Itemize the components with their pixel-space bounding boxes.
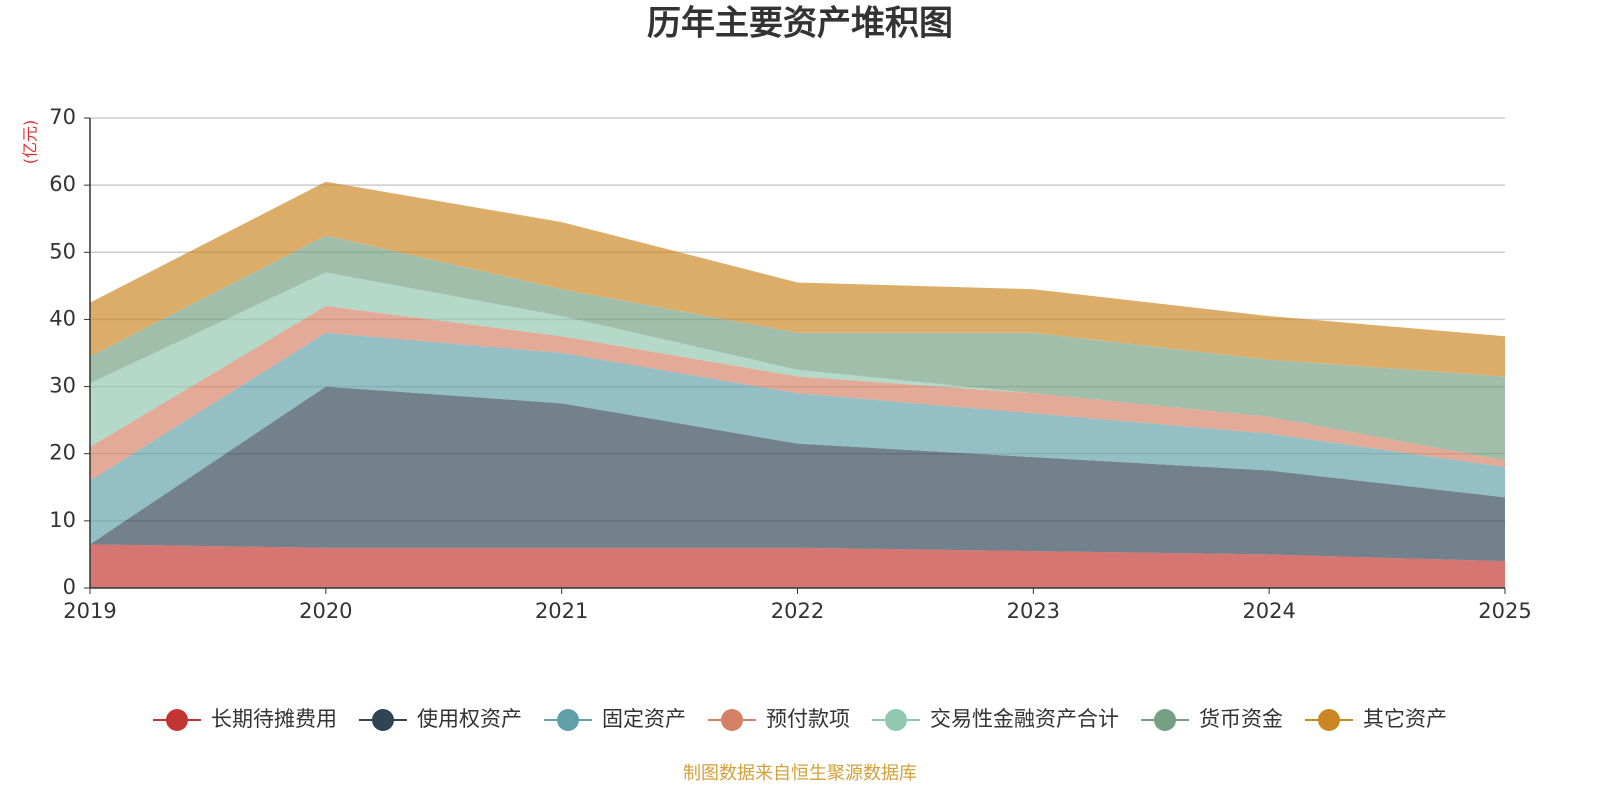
legend-marker: [885, 709, 907, 731]
legend-item[interactable]: 其它资产: [1305, 707, 1447, 731]
area: [90, 272, 1505, 461]
y-tick-label: 30: [49, 374, 76, 398]
source-note: 制图数据来自恒生聚源数据库: [683, 763, 917, 784]
y-tick-label: 10: [49, 508, 76, 532]
legend-item[interactable]: 货币资金: [1141, 707, 1283, 731]
area: [90, 544, 1505, 588]
area: [90, 332, 1505, 545]
x-tick-label: 2023: [1007, 599, 1060, 623]
legend-marker: [1154, 709, 1176, 731]
legend-label: 交易性金融资产合计: [930, 707, 1119, 731]
x-tick-label: 2020: [299, 599, 352, 623]
y-axis-label: (亿元): [21, 120, 40, 165]
y-tick-label: 60: [49, 172, 76, 196]
y-tick-label: 0: [63, 575, 76, 599]
y-tick-label: 50: [49, 239, 76, 263]
legend-item[interactable]: 交易性金融资产合计: [872, 707, 1119, 731]
x-tick-label: 2025: [1478, 599, 1531, 623]
legend-item[interactable]: 固定资产: [544, 707, 686, 731]
legend-item[interactable]: 使用权资产: [359, 707, 522, 731]
legend-label: 货币资金: [1199, 707, 1283, 731]
area: [90, 181, 1505, 377]
y-tick-label: 20: [49, 441, 76, 465]
legend-marker: [557, 709, 579, 731]
area: [90, 235, 1505, 461]
area: [90, 306, 1505, 481]
legend-label: 固定资产: [602, 707, 686, 731]
y-tick-label: 70: [49, 105, 76, 129]
legend-label: 预付款项: [766, 707, 850, 731]
x-tick-label: 2024: [1242, 599, 1295, 623]
legend-marker: [166, 709, 188, 731]
x-tick-label: 2019: [63, 599, 116, 623]
legend-label: 长期待摊费用: [211, 707, 337, 731]
x-tick-label: 2021: [535, 599, 588, 623]
legend-item[interactable]: 预付款项: [708, 707, 850, 731]
legend-marker: [372, 709, 394, 731]
legend-label: 其它资产: [1363, 707, 1447, 731]
x-tick-label: 2022: [771, 599, 824, 623]
y-tick-label: 40: [49, 306, 76, 330]
legend-marker: [721, 709, 743, 731]
chart-title: 历年主要资产堆积图: [647, 4, 953, 44]
legend-label: 使用权资产: [417, 707, 522, 731]
legend-marker: [1318, 709, 1340, 731]
legend-item[interactable]: 长期待摊费用: [153, 707, 337, 731]
area: [90, 386, 1505, 562]
